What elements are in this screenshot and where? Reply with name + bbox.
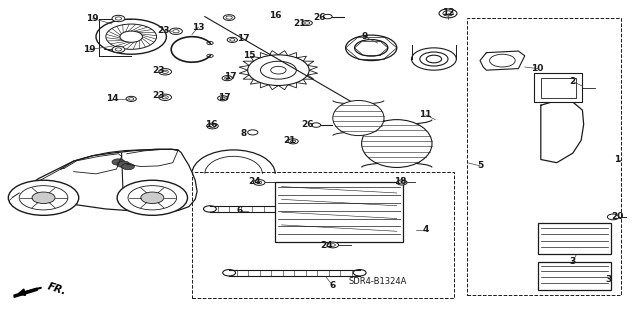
Polygon shape <box>14 288 37 297</box>
Circle shape <box>353 270 366 276</box>
Circle shape <box>117 180 188 215</box>
Text: 24: 24 <box>320 241 333 250</box>
Circle shape <box>288 139 298 144</box>
Text: 3: 3 <box>570 257 576 266</box>
Bar <box>534 73 582 102</box>
Ellipse shape <box>333 100 384 136</box>
Circle shape <box>112 15 125 22</box>
Circle shape <box>253 180 265 185</box>
Text: 19: 19 <box>86 14 99 23</box>
Circle shape <box>327 242 339 248</box>
Circle shape <box>106 24 157 49</box>
Circle shape <box>439 9 457 18</box>
Text: 26: 26 <box>314 13 326 22</box>
Ellipse shape <box>362 120 432 167</box>
Text: 26: 26 <box>301 120 314 129</box>
Text: SDR4-B1324A: SDR4-B1324A <box>349 277 407 286</box>
Circle shape <box>112 159 125 165</box>
Bar <box>541 78 576 98</box>
Circle shape <box>412 48 456 70</box>
Text: 19: 19 <box>83 45 96 54</box>
Text: 1: 1 <box>614 155 621 164</box>
Circle shape <box>328 206 340 212</box>
Polygon shape <box>13 149 197 212</box>
Text: 18: 18 <box>394 177 406 186</box>
Text: FR.: FR. <box>46 281 68 296</box>
Circle shape <box>223 15 235 20</box>
Text: 16: 16 <box>205 120 218 129</box>
Polygon shape <box>480 51 525 70</box>
Text: 6: 6 <box>330 281 336 290</box>
Text: 12: 12 <box>442 8 454 17</box>
Circle shape <box>159 69 172 75</box>
Circle shape <box>32 192 55 204</box>
Text: 6: 6 <box>237 206 243 215</box>
Bar <box>538 223 611 254</box>
Circle shape <box>112 46 125 53</box>
Text: 4: 4 <box>422 225 429 234</box>
Text: 5: 5 <box>477 161 483 170</box>
Bar <box>538 262 611 290</box>
Circle shape <box>159 94 172 100</box>
Circle shape <box>426 55 442 63</box>
Text: 2: 2 <box>570 77 576 86</box>
Circle shape <box>223 270 236 276</box>
Text: 9: 9 <box>362 32 368 41</box>
Text: 23: 23 <box>152 91 165 100</box>
Circle shape <box>141 192 164 204</box>
Circle shape <box>8 180 79 215</box>
Text: 8: 8 <box>240 130 246 138</box>
Text: 3: 3 <box>605 275 611 284</box>
Circle shape <box>420 52 448 66</box>
Text: 13: 13 <box>192 23 205 32</box>
Circle shape <box>397 180 407 185</box>
Circle shape <box>204 206 216 212</box>
Circle shape <box>312 123 321 127</box>
Bar <box>467 18 621 295</box>
Text: 15: 15 <box>243 51 256 60</box>
Circle shape <box>323 14 332 19</box>
Circle shape <box>302 20 312 26</box>
Text: 14: 14 <box>106 94 118 103</box>
Circle shape <box>248 55 309 85</box>
Text: 11: 11 <box>419 110 432 119</box>
Polygon shape <box>541 100 584 163</box>
Bar <box>192 172 454 298</box>
Text: 24: 24 <box>248 177 261 186</box>
Bar <box>275 182 403 242</box>
Circle shape <box>170 28 182 34</box>
Circle shape <box>607 214 619 220</box>
Text: 23: 23 <box>157 26 170 35</box>
Text: 21: 21 <box>293 19 306 28</box>
Circle shape <box>248 130 258 135</box>
Text: 10: 10 <box>531 64 544 73</box>
Circle shape <box>96 19 166 54</box>
Circle shape <box>117 161 130 167</box>
Circle shape <box>218 96 228 101</box>
Text: 21: 21 <box>283 136 296 145</box>
Circle shape <box>227 37 237 42</box>
Text: 17: 17 <box>224 72 237 81</box>
Text: 17: 17 <box>237 34 250 43</box>
Circle shape <box>122 163 134 170</box>
Text: 17: 17 <box>218 93 230 102</box>
Circle shape <box>207 123 218 129</box>
Text: 20: 20 <box>611 212 624 221</box>
Circle shape <box>126 96 136 101</box>
Circle shape <box>222 76 232 81</box>
Text: 16: 16 <box>269 11 282 20</box>
Text: 23: 23 <box>152 66 165 75</box>
